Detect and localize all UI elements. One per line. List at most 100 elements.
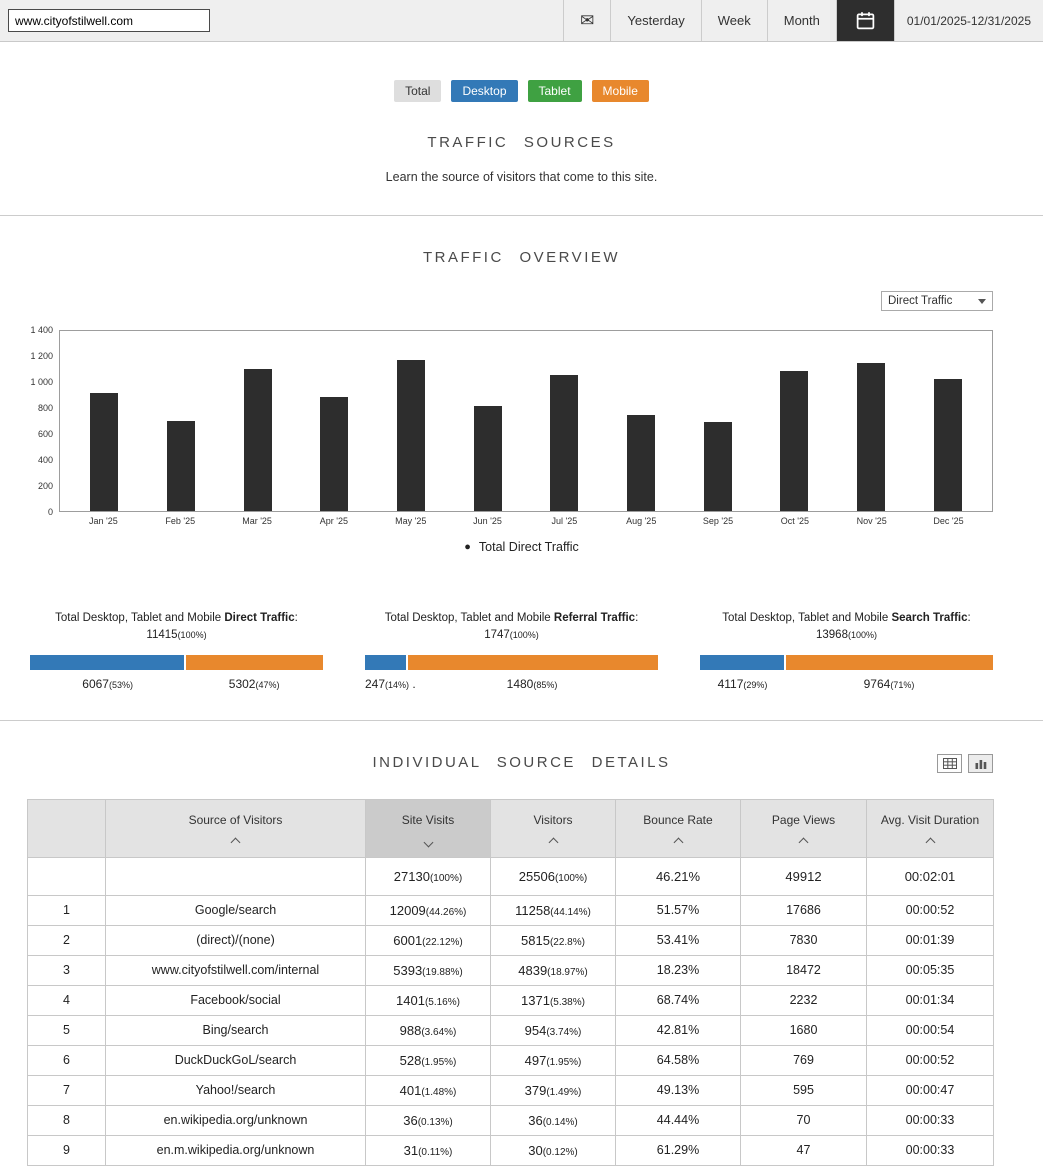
chart-view-button[interactable] <box>968 753 993 773</box>
page-views-cell: 18472 <box>740 954 867 986</box>
avg-visit-duration-cell: 00:01:34 <box>866 984 994 1016</box>
date-range[interactable]: 01/01/2025-12/31/2025 <box>893 0 1043 41</box>
visitors-cell: 379(1.49%) <box>490 1074 616 1106</box>
chart-bar <box>703 422 732 511</box>
totals-source-cell <box>105 856 366 896</box>
stat-bar-segment <box>30 654 185 670</box>
calendar-button[interactable] <box>835 0 894 41</box>
site-url-input[interactable] <box>8 9 210 32</box>
x-axis: Jan '25 Feb '25 Mar '25 Apr '25 May '25 Jun '… <box>59 516 993 526</box>
week-button[interactable]: Week <box>700 0 767 41</box>
totals-row: 27130(100%) 25506(100%) 46.21% 49912 00:02:0… <box>27 856 994 896</box>
x-tick-label: Mar '25 <box>242 516 272 526</box>
column-header-avg-visit-duration[interactable]: Avg. Visit Duration <box>866 798 994 858</box>
x-tick-label: Feb '25 <box>165 516 196 526</box>
stat-segment-label: 1480(85%) <box>506 676 558 691</box>
source-cell: en.m.wikipedia.org/unknown <box>105 1134 366 1166</box>
stat-bar-segment <box>407 654 658 670</box>
filter-mobile-button[interactable]: Mobile <box>591 80 649 102</box>
chart-bar <box>627 414 656 511</box>
filter-total-button[interactable]: Total <box>394 80 442 102</box>
y-tick-label: 400 <box>37 455 53 465</box>
traffic-sources-section: TRAFFIC SOURCES Learn the source of visi… <box>0 134 1043 184</box>
topbar-spacer <box>210 0 563 41</box>
column-header-label: Visitors <box>533 813 573 828</box>
chart-bar <box>780 370 809 511</box>
bar-slot <box>833 331 910 511</box>
sort-up-icon <box>925 837 935 848</box>
stat-stacked-bar <box>700 654 993 670</box>
column-header-site-visits[interactable]: Site Visits <box>365 798 491 858</box>
site-visits-cell: 12009(44.26%) <box>365 894 491 926</box>
bar-slot <box>526 331 603 511</box>
bounce-rate-cell: 51.57% <box>615 894 741 926</box>
traffic-sources-subtitle: Learn the source of visitors that come t… <box>385 170 658 184</box>
traffic-overview-title: TRAFFIC OVERVIEW <box>422 249 621 266</box>
bounce-rate-cell: 42.81% <box>615 1014 741 1046</box>
traffic-type-dropdown[interactable]: Direct Traffic <box>881 291 993 311</box>
sort-up-icon <box>548 837 558 848</box>
source-cell: Bing/search <box>105 1014 366 1046</box>
legend-label: Total Direct Traffic <box>478 540 579 554</box>
y-tick-label: 800 <box>37 403 53 413</box>
y-tick-label: 0 <box>47 507 53 517</box>
visitors-cell: 36(0.14%) <box>490 1104 616 1136</box>
filter-desktop-button[interactable]: Desktop <box>451 80 518 102</box>
source-cell: Google/search <box>105 894 366 926</box>
table-icon <box>942 757 957 769</box>
traffic-bar-chart: 0 200 400 600 800 1 000 1 200 1 400 Jan '25 Feb … <box>27 325 993 526</box>
stat-stacked-bar <box>30 654 323 670</box>
bar-slot <box>909 331 986 511</box>
table-row: 3 www.cityofstilwell.com/internal 5393(19.… <box>27 954 994 986</box>
site-visits-cell: 5393(19.88%) <box>365 954 491 986</box>
sort-down-icon <box>423 837 433 848</box>
rank-cell: 4 <box>27 984 106 1016</box>
x-tick-label: May '25 <box>395 516 427 526</box>
table-row: 6 DuckDuckGoL/search 528(1.95%) 497(1.95%) 6… <box>27 1044 994 1076</box>
bar-slot <box>219 331 296 511</box>
yesterday-button[interactable]: Yesterday <box>610 0 700 41</box>
page-views-cell: 47 <box>740 1134 867 1166</box>
avg-visit-duration-cell: 00:00:47 <box>866 1074 994 1106</box>
totals-rank-cell <box>27 856 106 896</box>
source-cell: en.wikipedia.org/unknown <box>105 1104 366 1136</box>
chart-bar <box>320 396 349 511</box>
bar-slot <box>449 331 526 511</box>
totals-avg-visit-duration-cell: 00:02:01 <box>866 856 994 896</box>
traffic-sources-title: TRAFFIC SOURCES <box>427 134 616 151</box>
stat-segment-label: 6067(53%) <box>82 676 133 691</box>
visitors-cell: 30(0.12%) <box>490 1134 616 1166</box>
column-header-page-views[interactable]: Page Views <box>740 798 867 858</box>
rank-cell: 3 <box>27 954 106 986</box>
totals-visitors-cell: 25506(100%) <box>490 856 616 896</box>
column-header-source-of-visitors[interactable]: Source of Visitors <box>105 798 366 858</box>
y-tick-label: 1 400 <box>30 325 53 335</box>
y-tick-label: 1 000 <box>30 377 53 387</box>
email-report-button[interactable]: ✉ <box>563 0 610 41</box>
site-visits-cell: 988(3.64%) <box>365 1014 491 1046</box>
table-row: 8 en.wikipedia.org/unknown 36(0.13%) 36(0.1… <box>27 1104 994 1136</box>
month-button[interactable]: Month <box>766 0 836 41</box>
column-header-visitors[interactable]: Visitors <box>490 798 616 858</box>
table-view-button[interactable] <box>937 753 962 773</box>
legend-dot-icon: ● <box>464 540 471 553</box>
source-details-section: INDIVIDUAL SOURCE DETAILS <box>0 721 1043 1166</box>
stat-bar-segment <box>365 654 406 670</box>
page-views-cell: 7830 <box>740 924 867 956</box>
summary-stat-title: Total Desktop, Tablet and Mobile Direct … <box>55 612 298 642</box>
rank-cell: 6 <box>27 1044 106 1076</box>
x-tick-label: Sep '25 <box>702 516 734 526</box>
x-tick-label: Jun '25 <box>473 516 502 526</box>
y-tick-label: 200 <box>37 481 53 491</box>
column-header-label: Bounce Rate <box>643 813 713 828</box>
sort-up-icon <box>230 837 241 848</box>
sort-up-icon <box>798 837 809 848</box>
avg-visit-duration-cell: 00:00:52 <box>866 894 994 926</box>
source-cell: Facebook/social <box>105 984 366 1016</box>
bar-slot <box>756 331 833 511</box>
avg-visit-duration-cell: 00:00:54 <box>866 1014 994 1046</box>
filter-tablet-button[interactable]: Tablet <box>527 80 582 102</box>
source-details-table: Source of Visitors Site Visits Visitors Bou… <box>27 798 994 1166</box>
x-tick-label: Aug '25 <box>626 516 657 526</box>
column-header-bounce-rate[interactable]: Bounce Rate <box>615 798 741 858</box>
